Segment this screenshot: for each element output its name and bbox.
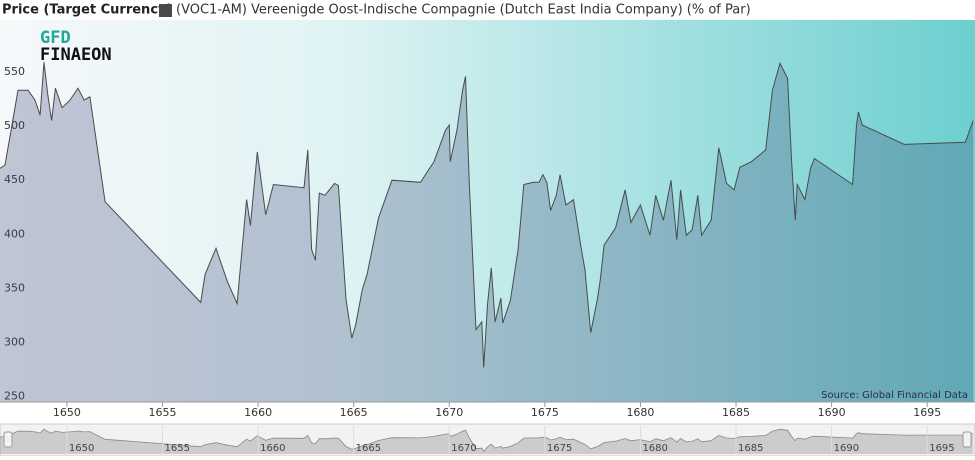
navigator-tick-label: 1665 — [356, 443, 381, 454]
x-tick-label: 1650 — [53, 406, 81, 419]
y-tick-label: 550 — [4, 65, 25, 78]
source-note: Source: Global Financial Data — [821, 390, 968, 401]
x-tick-label: 1695 — [913, 406, 941, 419]
navigator-tick-label: 1670 — [451, 443, 476, 454]
chart-title: Price (Target Currency) — [2, 3, 172, 18]
x-tick-label: 1670 — [435, 406, 463, 419]
x-tick-label: 1660 — [244, 406, 272, 419]
y-tick-label: 250 — [4, 390, 25, 403]
navigator-tick-label: 1690 — [834, 443, 859, 454]
navigator-line — [0, 428, 974, 453]
logo: GFD — [40, 28, 71, 48]
navigator-handle[interactable] — [962, 431, 972, 448]
x-tick-label: 1690 — [818, 406, 846, 419]
navigator-tick-label: 1660 — [260, 443, 285, 454]
x-tick-label: 1685 — [722, 406, 750, 419]
navigator-area — [0, 429, 974, 454]
x-tick-label: 1675 — [531, 406, 559, 419]
y-tick-label: 450 — [4, 173, 25, 186]
y-tick-label: 400 — [4, 227, 25, 240]
x-tick-label: 1680 — [626, 406, 654, 419]
navigator-tick-label: 1655 — [165, 443, 190, 454]
x-tick-label: 1665 — [340, 406, 368, 419]
plot-background — [0, 20, 975, 402]
legend-swatch — [159, 4, 172, 17]
y-tick-label: 350 — [4, 281, 25, 294]
line — [0, 61, 974, 368]
y-tick-label: 300 — [4, 335, 25, 348]
x-tick-label: 1655 — [149, 406, 177, 419]
area — [0, 62, 974, 402]
navigator-tick-label: 1675 — [547, 443, 572, 454]
navigator-tick-label: 1695 — [929, 443, 954, 454]
navigator-tick-label: 1680 — [642, 443, 667, 454]
logo: FINAEON — [40, 45, 112, 65]
legend-entry[interactable]: (VOC1-AM) Vereenigde Oost-Indische Compa… — [176, 3, 751, 18]
navigator-handle[interactable] — [3, 431, 13, 448]
navigator-tick-label: 1650 — [69, 443, 94, 454]
y-tick-label: 500 — [4, 119, 25, 132]
navigator-tick-label: 1685 — [738, 443, 763, 454]
